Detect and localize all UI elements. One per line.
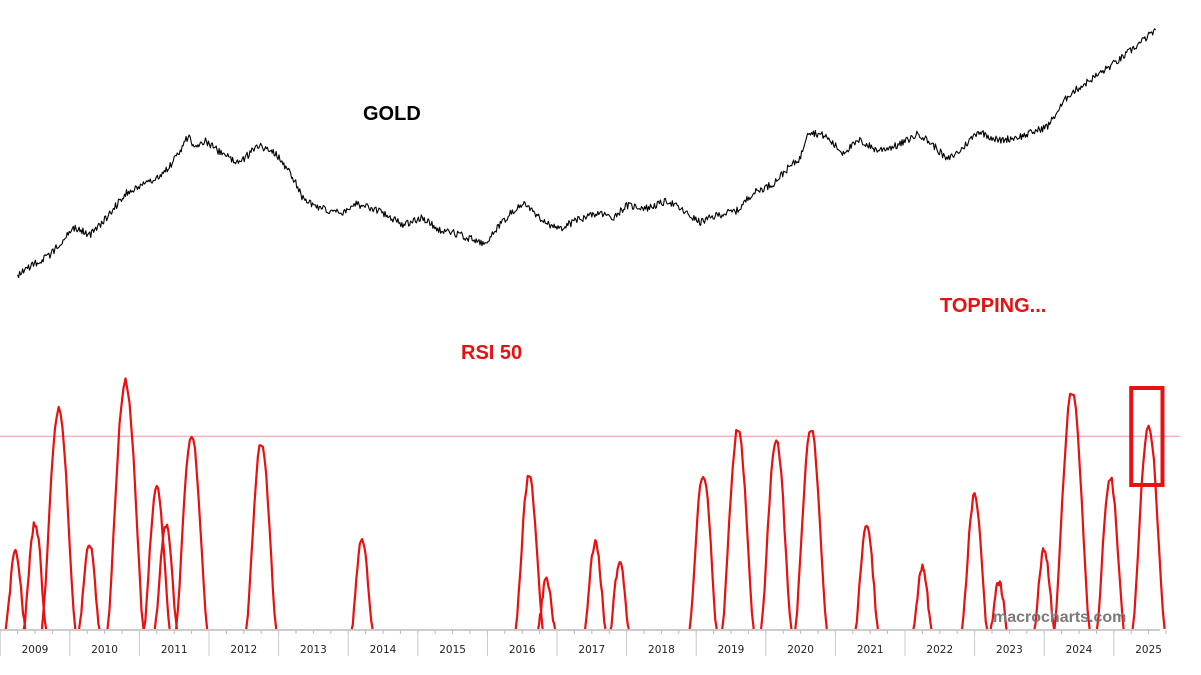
rsi-peak-23 bbox=[1053, 392, 1091, 630]
x-tick-label-2018: 2018 bbox=[648, 644, 675, 656]
rsi-title: RSI 50 bbox=[461, 342, 522, 364]
x-tick-label-2020: 2020 bbox=[787, 644, 814, 656]
x-tick-label-2015: 2015 bbox=[439, 644, 466, 656]
rsi-peak-12 bbox=[584, 539, 607, 630]
rsi-peak-2 bbox=[40, 405, 77, 630]
watermark: macrocharts.com bbox=[993, 609, 1126, 626]
x-tick-label-2022: 2022 bbox=[926, 644, 953, 656]
rsi-peak-1 bbox=[22, 521, 48, 630]
rsi-panel bbox=[0, 377, 1180, 630]
rsi-peak-15 bbox=[721, 429, 755, 630]
gold-panel bbox=[17, 28, 1157, 279]
x-tick-label-2009: 2009 bbox=[22, 644, 49, 656]
rsi-peak-5 bbox=[142, 484, 171, 630]
x-tick-label-2024: 2024 bbox=[1066, 644, 1093, 656]
x-tick-label-2021: 2021 bbox=[857, 644, 884, 656]
rsi-peak-11 bbox=[537, 576, 557, 630]
gold-title: GOLD bbox=[363, 103, 421, 125]
x-axis: 2009 2010 2011 2012 2013 2014 2015 2016 2017 2018… bbox=[0, 629, 1167, 656]
rsi-peak-19 bbox=[912, 563, 933, 630]
x-tick-label-2016: 2016 bbox=[509, 644, 536, 656]
rsi-peak-7 bbox=[175, 435, 209, 630]
rsi-peak-9 bbox=[350, 538, 374, 630]
x-tick-label-2010: 2010 bbox=[91, 644, 118, 656]
rsi-peak-16 bbox=[760, 439, 793, 630]
rsi-peak-8 bbox=[245, 444, 278, 630]
rsi-peak-6 bbox=[153, 523, 178, 630]
x-tick-label-2012: 2012 bbox=[230, 644, 257, 656]
x-tick-label-2011: 2011 bbox=[161, 644, 188, 656]
highlight-box bbox=[1129, 386, 1165, 487]
x-tick-label-2013: 2013 bbox=[300, 644, 327, 656]
rsi-peak-14 bbox=[688, 476, 718, 630]
topping-annotation: TOPPING... bbox=[940, 295, 1046, 317]
x-tick-label-2014: 2014 bbox=[370, 644, 397, 656]
x-tick-label-2025: 2025 bbox=[1135, 644, 1162, 656]
x-tick-label-2023: 2023 bbox=[996, 644, 1023, 656]
rsi-peak-10 bbox=[514, 474, 544, 630]
rsi-peak-20 bbox=[961, 492, 989, 630]
rsi-peak-0 bbox=[4, 548, 27, 630]
rsi-peak-21 bbox=[989, 580, 1008, 630]
rsi-peak-24 bbox=[1095, 476, 1125, 630]
rsi-peak-3 bbox=[78, 544, 101, 630]
x-tick-label-2019: 2019 bbox=[718, 644, 745, 656]
gold-price-line bbox=[17, 28, 1157, 279]
rsi-peak-25 bbox=[1131, 424, 1166, 630]
rsi-peak-13 bbox=[609, 561, 630, 630]
x-tick-label-2017: 2017 bbox=[578, 644, 605, 656]
rsi-peak-17 bbox=[794, 430, 828, 630]
rsi-peak-18 bbox=[854, 524, 879, 630]
rsi-peak-22 bbox=[1033, 547, 1056, 630]
rsi-peak-4 bbox=[106, 377, 145, 630]
